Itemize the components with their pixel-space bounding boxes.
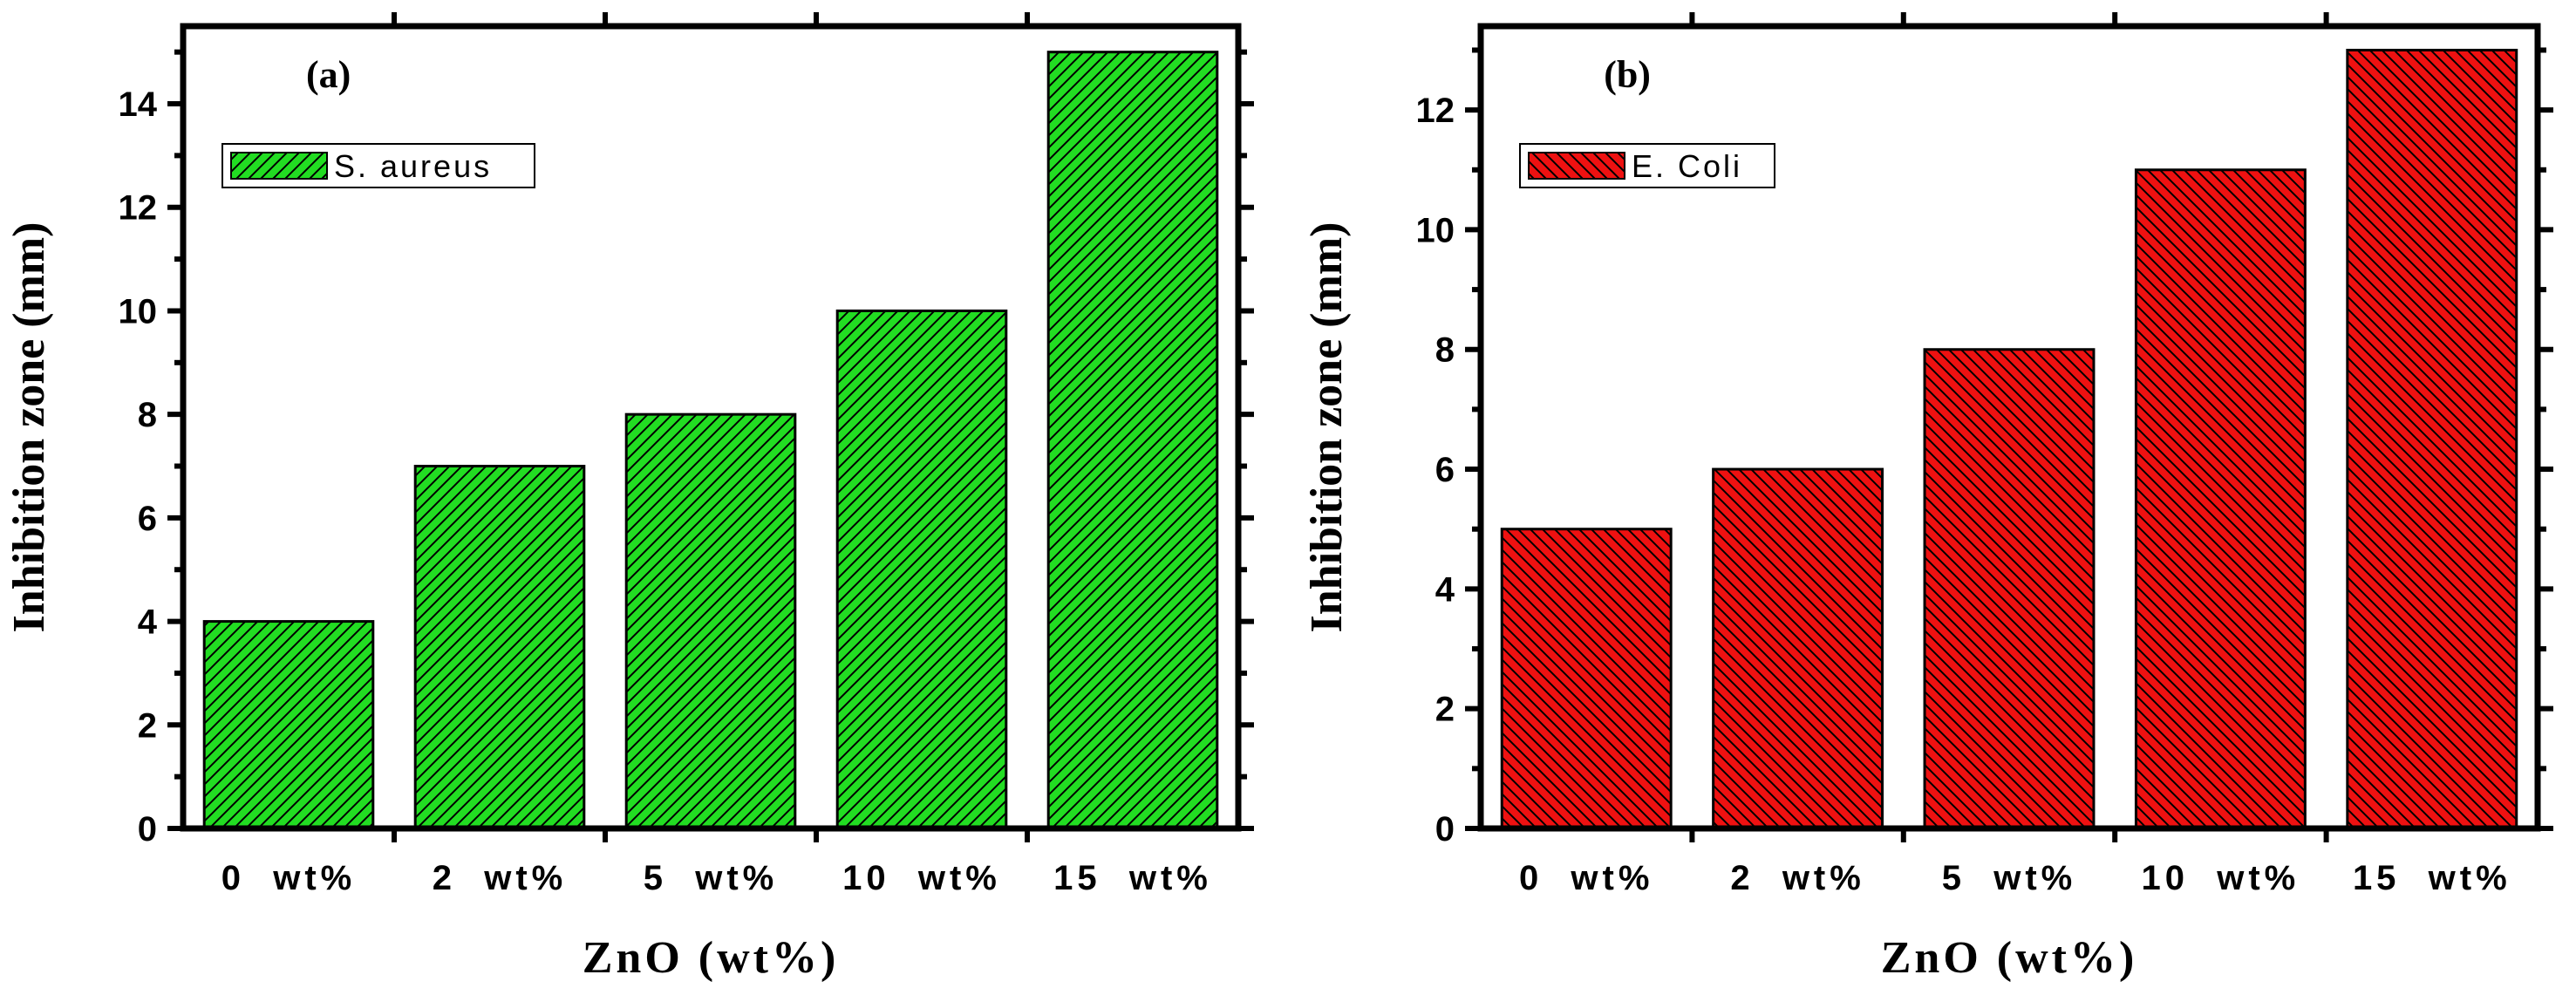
x-tick-label-b-0: 0 wt% <box>1519 859 1653 897</box>
legend-label-a: S. aureus <box>334 148 492 184</box>
legend-label-b: E. Coli <box>1632 148 1742 184</box>
y-axis-title-b: Inhibition zone (mm) <box>1302 222 1352 633</box>
y-tick-label-b: 4 <box>1435 570 1455 609</box>
x-tick-label-b-3: 10 wt% <box>2142 859 2300 897</box>
x-tick-label-a-3: 10 wt% <box>842 859 1001 897</box>
x-tick-label-a-4: 15 wt% <box>1053 859 1212 897</box>
legend-swatch-b <box>1528 152 1625 180</box>
y-tick-labels-b: 0 2 4 6 8 10 12 <box>1416 92 1455 848</box>
bar-b-4 <box>2346 48 2518 830</box>
y-tick-label-a: 2 <box>138 706 157 745</box>
bar-a-4 <box>1046 51 1219 830</box>
y-tick-label-b: 10 <box>1416 211 1455 249</box>
x-tick-label-a-0: 0 wt% <box>221 859 356 897</box>
y-tick-label-a: 10 <box>119 292 158 331</box>
bar-a-0 <box>202 620 375 830</box>
x-tick-label-b-2: 5 wt% <box>1942 859 2076 897</box>
y-tick-label-a: 8 <box>138 396 157 434</box>
bars-a <box>202 51 1219 830</box>
y-tick-label-b: 12 <box>1416 92 1455 130</box>
chart-panel-b: 0 2 4 6 8 10 12 0 wt% 2 wt% 5 wt% 10 wt% 15 wt% (b… <box>1302 12 2553 983</box>
x-tick-label-b-1: 2 wt% <box>1730 859 1864 897</box>
y-axis-title-a: Inhibition zone (mm) <box>4 222 54 633</box>
x-tick-label-a-1: 2 wt% <box>433 859 567 897</box>
bar-a-2 <box>624 412 797 830</box>
x-axis-title-a: ZnO (wt%) <box>583 933 840 983</box>
legend-b: E. Coli <box>1519 143 1775 188</box>
panel-label-b: (b) <box>1604 53 1651 96</box>
x-tick-labels-b: 0 wt% 2 wt% 5 wt% 10 wt% 15 wt% <box>1519 859 2511 897</box>
bar-b-3 <box>2134 168 2307 830</box>
bars-b <box>1500 48 2518 830</box>
y-tick-label-a: 12 <box>119 189 158 228</box>
legend-a: S. aureus <box>221 143 535 188</box>
y-tick-label-a: 6 <box>138 500 157 538</box>
plot-frame-a <box>180 23 1242 832</box>
y-tick-label-a: 0 <box>138 810 157 848</box>
y-tick-label-a: 14 <box>119 85 158 124</box>
x-tick-label-b-4: 15 wt% <box>2353 859 2511 897</box>
bar-b-2 <box>1923 348 2096 830</box>
y-tick-labels-a: 0 2 4 6 8 10 12 14 <box>119 85 158 848</box>
bar-a-3 <box>835 309 1008 830</box>
y-tick-label-a: 4 <box>138 603 158 642</box>
y-tick-label-b: 0 <box>1435 810 1455 848</box>
bar-a-1 <box>413 465 586 830</box>
y-tick-label-b: 6 <box>1435 451 1455 489</box>
panel-label-a: (a) <box>306 53 351 96</box>
x-axis-title-b: ZnO (wt%) <box>1881 933 2138 983</box>
y-tick-label-b: 2 <box>1435 691 1455 729</box>
bar-b-0 <box>1500 528 1673 830</box>
x-tick-labels-a: 0 wt% 2 wt% 5 wt% 10 wt% 15 wt% <box>221 859 1212 897</box>
legend-swatch-a <box>230 152 328 180</box>
x-tick-label-a-2: 5 wt% <box>644 859 778 897</box>
plot-frame-b <box>1477 23 2541 832</box>
bar-b-1 <box>1712 467 1884 830</box>
y-tick-label-b: 8 <box>1435 331 1455 370</box>
